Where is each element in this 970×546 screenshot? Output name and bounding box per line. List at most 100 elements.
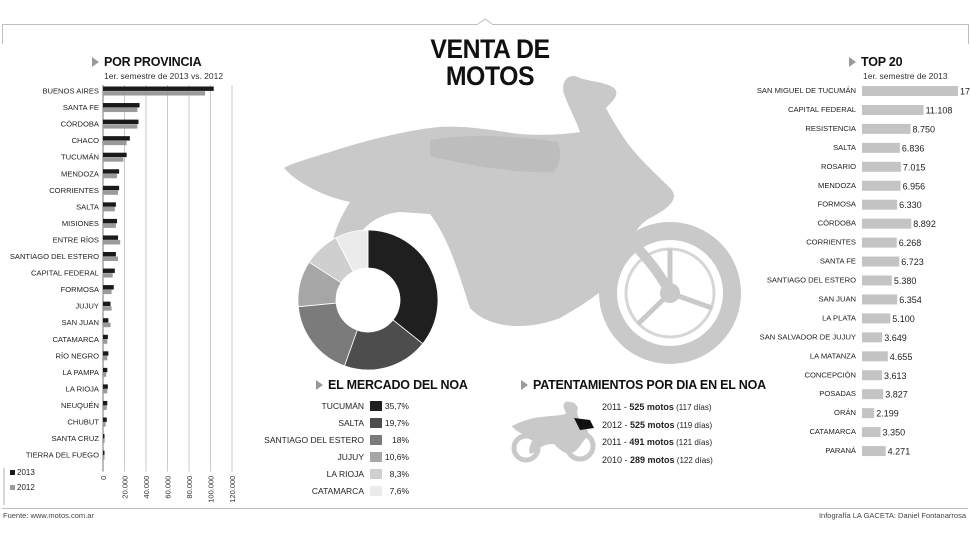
top20-bar: [862, 370, 883, 381]
top20-bar: [862, 161, 901, 172]
top20-value-label: 3.649: [884, 333, 907, 343]
mercado-legend-value: 10,6%: [384, 452, 409, 462]
top20-category-label: ROSARIO: [821, 162, 856, 171]
top20-category-label: MENDOZA: [818, 181, 857, 190]
patentamientos-days: (122 días): [674, 455, 713, 465]
patentamientos-year: 2011 -: [602, 402, 630, 412]
provincia-legend-label: 2013: [17, 468, 35, 477]
top20-value-label: 6.836: [902, 143, 925, 153]
mercado-legend-swatch: [370, 435, 382, 445]
provincia-category-label: TIERRA DEL FUEGO: [26, 451, 99, 460]
top-rule-left: [2, 24, 478, 25]
top20-value-label: 6.330: [899, 200, 922, 210]
provincia-tick-label: 120.000: [228, 476, 237, 503]
top-notch: [477, 18, 493, 25]
provincia-bar-2012: [103, 256, 119, 261]
top20-bar: [862, 142, 900, 153]
provincia-bar-2013: [103, 119, 139, 124]
top20-category-label: ORÁN: [834, 408, 856, 417]
top20-value-label: 4.271: [888, 447, 911, 457]
mercado-legend-value: 7,6%: [389, 486, 409, 496]
provincia-bar-2013: [103, 268, 115, 273]
mercado-legend-value: 18%: [391, 435, 409, 445]
mercado-legend-value: 8,3%: [389, 469, 409, 479]
provincia-bar-2013: [103, 367, 108, 373]
mercado-legend-swatch: [370, 452, 382, 462]
provincia-bar-2012: [103, 438, 105, 444]
provincia-category-label: SANTA FE: [63, 103, 99, 112]
top20-category-label: SAN JUAN: [818, 294, 856, 303]
top20-category-label: SAN SALVADOR DE JUJUY: [760, 332, 856, 341]
patentamientos-title-text: PATENTAMIENTOS POR DIA EN EL NOA: [533, 378, 766, 392]
top20-category-label: SAN MIGUEL DE TUCUMÁN: [757, 86, 856, 95]
provincia-bar-2013: [103, 417, 107, 422]
provincia-bar-2013: [103, 252, 116, 257]
provincia-bar-2012: [103, 107, 138, 113]
provincia-bar-2012: [103, 124, 138, 129]
provincia-bar-2013: [103, 235, 119, 240]
motorcycle-illustration: [284, 75, 741, 364]
top20-value-label: 3.350: [883, 428, 906, 438]
top20-bar: [862, 294, 898, 305]
top20-title-text: TOP 20: [861, 55, 903, 69]
provincia-bar-2013: [103, 152, 127, 158]
provincia-tick-label: 20.000: [121, 476, 130, 499]
top20-category-label: LA MATANZA: [810, 351, 857, 360]
mercado-legend-label: TUCUMÁN: [321, 401, 365, 411]
provincia-category-label: LA PAMPA: [63, 368, 100, 377]
mercado-legend-label: LA RIOJA: [326, 469, 364, 479]
provincia-legend-swatch: [10, 485, 15, 490]
provincia-bar-2012: [103, 405, 107, 410]
provincia-bar-2013: [103, 218, 117, 224]
patentamientos-row: 2010 - 289 motos (122 días): [602, 455, 713, 465]
top20-category-label: CONCEPCIÓN: [805, 370, 856, 379]
top20-value-label: 4.655: [890, 352, 913, 362]
mercado-legend-label: SALTA: [338, 418, 364, 428]
top20-category-label: SALTA: [833, 143, 857, 152]
provincia-bar-2013: [103, 185, 120, 191]
provincia-bar-2012: [103, 339, 108, 344]
mercado-legend-swatch: [370, 469, 382, 479]
top20-bar: [862, 351, 888, 362]
donut-slice: [335, 229, 369, 273]
provincia-category-label: CÓRDOBA: [61, 120, 100, 129]
provincia-bar-2013: [103, 384, 108, 389]
provincia-bar-2012: [103, 206, 115, 212]
mercado-legend-value: 35,7%: [384, 401, 409, 411]
provincia-bar-2013: [103, 285, 114, 290]
mercado-legend-swatch: [370, 486, 382, 496]
top20-bar: [862, 86, 958, 96]
provincia-legend-swatch: [10, 470, 15, 475]
provincia-category-label: SANTA CRUZ: [51, 434, 99, 443]
top20-category-label: CÓRDOBA: [818, 219, 857, 228]
triangle-icon: [316, 380, 323, 390]
top-rule-right: [492, 24, 968, 25]
provincia-category-label: TUCUMÁN: [61, 153, 99, 162]
top20-value-label: 5.100: [892, 314, 915, 324]
top20-category-label: POSADAS: [819, 389, 856, 398]
provincia-bar-2012: [103, 389, 108, 394]
top20-value-label: 2.199: [876, 409, 899, 419]
provincia-category-label: CHUBUT: [67, 418, 99, 427]
patentamientos-value: 525 motos: [630, 419, 675, 430]
provincia-category-label: CHACO: [72, 136, 100, 145]
top20-bar: [862, 446, 886, 457]
top20-value-label: 8.892: [913, 219, 936, 229]
top20-category-label: CAPITAL FEDERAL: [788, 105, 856, 114]
provincia-bar-2013: [103, 301, 111, 307]
patentamientos-year: 2012 -: [602, 419, 631, 430]
provincia-category-label: MISIONES: [62, 219, 99, 228]
top20-bar: [862, 199, 898, 210]
top20-category-label: SANTIAGO DEL ESTERO: [767, 276, 856, 285]
patentamientos-title: PATENTAMIENTOS POR DIA EN EL NOA: [521, 378, 766, 392]
provincia-subtitle: 1er. semestre de 2013 vs. 2012: [104, 71, 224, 81]
provincia-bar-2013: [103, 169, 120, 174]
provincia-category-label: MENDOZA: [61, 169, 100, 178]
patentamientos-row: 2011 - 491 motos (121 días): [602, 437, 712, 447]
provincia-tick-label: 80.000: [185, 476, 194, 499]
provincia-category-label: CAPITAL FEDERAL: [31, 269, 99, 278]
patentamientos-days: (119 días): [674, 420, 713, 430]
patentamientos-row: 2011 - 525 motos (117 días): [602, 402, 712, 412]
provincia-bar-2012: [103, 140, 127, 146]
provincia-category-label: ENTRE RÍOS: [53, 235, 99, 244]
